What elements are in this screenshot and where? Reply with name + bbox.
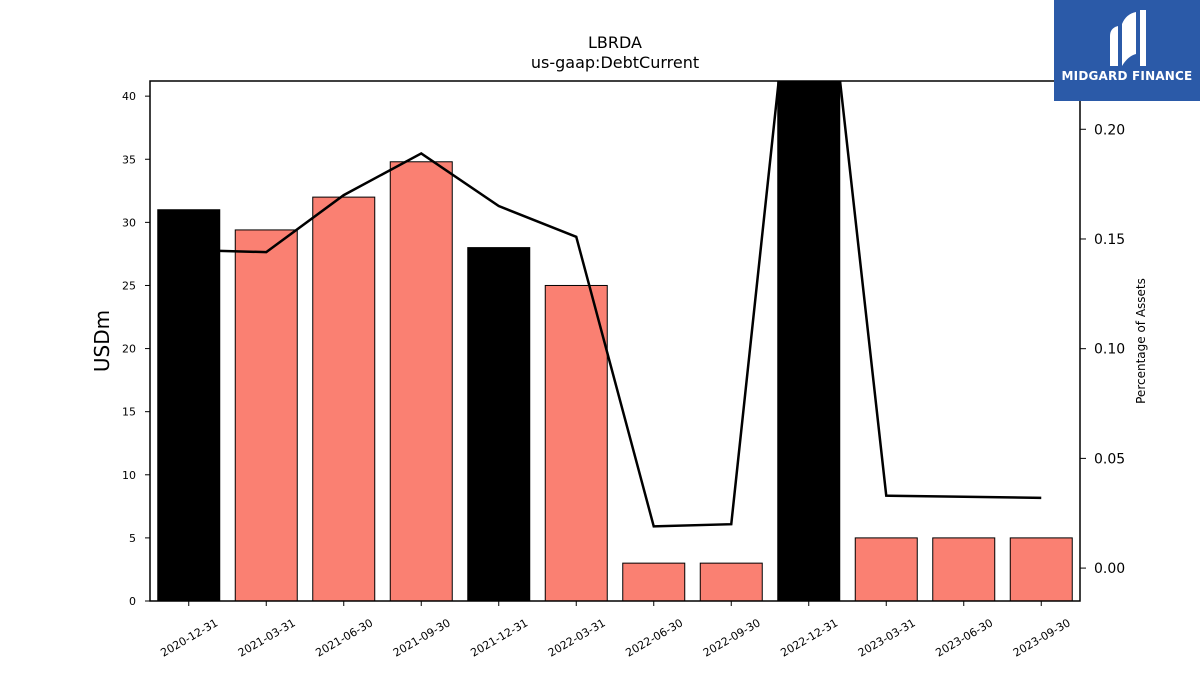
- y-axis-right: 0.00 0.05 0.10 0.15 0.20: [1080, 122, 1125, 577]
- bar: [777, 80, 841, 602]
- x-tick-label: 2021-03-31: [236, 616, 298, 659]
- y-tick-label: 0: [129, 595, 136, 608]
- x-tick-label: 2023-09-30: [1011, 616, 1073, 659]
- logo-text: MIDGARD FINANCE: [1061, 69, 1193, 83]
- chart-subtitle: us-gaap:DebtCurrent: [531, 53, 699, 72]
- x-tick-label: 2021-12-31: [468, 616, 530, 659]
- bar: [389, 161, 453, 602]
- y-tick-label: 35: [122, 153, 136, 166]
- y-right-tick-label: 0.05: [1094, 451, 1125, 467]
- x-axis: 2020-12-31 2021-03-31 2021-06-30 2021-09-30…: [158, 601, 1073, 660]
- x-tick-label: 2022-06-30: [623, 616, 685, 659]
- bar: [932, 537, 996, 602]
- y-axis-right-label: Percentage of Assets: [1134, 278, 1148, 404]
- y-axis-left: 0 5 10 15 20 25 30 35 40: [122, 90, 150, 608]
- x-tick-label: 2021-06-30: [313, 616, 375, 659]
- bar: [157, 209, 221, 602]
- y-tick-label: 15: [122, 406, 136, 419]
- plot-frame: [149, 80, 1081, 602]
- bar: [854, 537, 918, 602]
- y-tick-label: 5: [129, 532, 136, 545]
- bar: [699, 562, 763, 602]
- x-tick-label: 2020-12-31: [158, 616, 220, 659]
- y-right-tick-label: 0.20: [1094, 122, 1125, 138]
- y-right-tick-label: 0.15: [1094, 232, 1125, 248]
- x-tick-label: 2022-09-30: [701, 616, 763, 659]
- bar: [1009, 537, 1073, 602]
- bar-group: [157, 80, 1073, 602]
- y-tick-label: 30: [122, 216, 136, 229]
- x-tick-label: 2022-12-31: [778, 616, 840, 659]
- x-tick-label: 2023-06-30: [933, 616, 995, 659]
- x-tick-label: 2022-03-31: [546, 616, 608, 659]
- y-tick-label: 25: [122, 279, 136, 292]
- bar: [622, 562, 686, 602]
- logo: MIDGARD FINANCE: [1054, 0, 1200, 101]
- line-series: [188, 81, 1042, 528]
- y-right-tick-label: 0.00: [1094, 561, 1125, 577]
- y-right-tick-label: 0.10: [1094, 342, 1125, 358]
- x-tick-label: 2023-03-31: [856, 616, 918, 659]
- bar: [234, 229, 298, 602]
- line-group: [188, 81, 1042, 528]
- midgard-logo-icon: [1110, 10, 1146, 66]
- bar: [467, 247, 531, 602]
- y-tick-label: 20: [122, 343, 136, 356]
- x-tick-label: 2021-09-30: [391, 616, 453, 659]
- y-axis-label: USDm: [90, 310, 114, 372]
- y-tick-label: 40: [122, 90, 136, 103]
- bar: [544, 284, 608, 602]
- y-tick-label: 10: [122, 469, 136, 482]
- bar: [312, 196, 376, 602]
- chart-title: LBRDA: [588, 33, 642, 52]
